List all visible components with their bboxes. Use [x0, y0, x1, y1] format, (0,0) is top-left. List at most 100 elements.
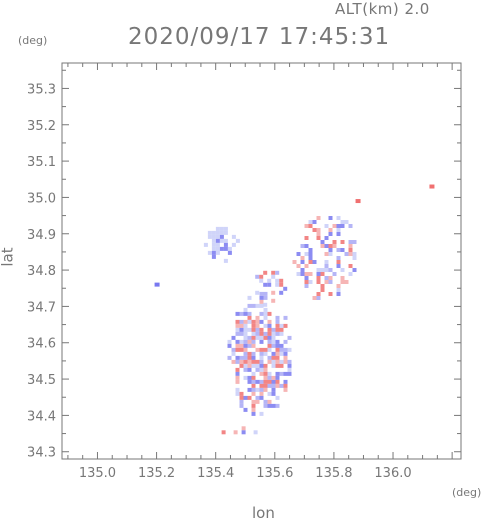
heatmap-cell	[336, 264, 341, 268]
heatmap-cell	[271, 351, 276, 356]
heatmap-cell	[275, 315, 280, 320]
heatmap-cell	[259, 299, 264, 304]
heatmap-cell	[255, 399, 260, 404]
heatmap-cell	[296, 252, 301, 256]
heatmap-cell	[243, 335, 248, 340]
heatmap-cell	[283, 379, 288, 384]
heatmap-cell	[259, 363, 264, 368]
heatmap-cell	[267, 339, 272, 344]
heatmap-cell	[255, 335, 260, 340]
heatmap-cell	[243, 407, 248, 412]
heatmap-cell	[259, 347, 264, 352]
heatmap-cell	[247, 319, 252, 324]
heatmap-cell	[320, 240, 325, 244]
heatmap-cell	[243, 367, 248, 372]
heatmap-cell	[300, 260, 305, 264]
heatmap-cell	[283, 315, 288, 320]
heatmap-cell	[259, 395, 264, 400]
heatmap-cell	[267, 278, 272, 283]
heatmap-cell	[336, 292, 341, 296]
heatmap-cell	[328, 276, 333, 280]
heatmap-cell	[255, 290, 260, 295]
heatmap-cell	[251, 391, 256, 396]
heatmap-cell	[271, 290, 276, 295]
heatmap-cell	[263, 367, 268, 372]
heatmap-cell	[231, 242, 236, 247]
heatmap-cell	[271, 355, 276, 360]
heatmap-cell	[267, 335, 272, 340]
heatmap-cell	[271, 387, 276, 392]
heatmap-cell	[340, 280, 345, 284]
heatmap-cell	[247, 315, 252, 320]
heatmap-cell	[308, 252, 313, 256]
heatmap-cell	[279, 371, 284, 376]
heatmap-cell	[241, 430, 246, 435]
heatmap-cell	[235, 319, 240, 324]
y-tick-label: 34.4	[27, 409, 56, 424]
heatmap-cell	[275, 363, 280, 368]
heatmap-cell	[344, 280, 349, 284]
heatmap-cell	[251, 323, 256, 328]
x-tick-label: 135.2	[138, 466, 175, 481]
heatmap-cell	[251, 383, 256, 388]
heatmap-cell	[235, 327, 240, 332]
heatmap-cell	[287, 363, 292, 368]
heatmap-cell	[255, 319, 260, 324]
heatmap-cell	[219, 234, 224, 239]
heatmap-cell	[235, 323, 240, 328]
heatmap-cell	[251, 355, 256, 360]
heatmap-cell	[231, 347, 236, 352]
heatmap-cell	[267, 383, 272, 388]
heatmap-cell	[312, 260, 317, 264]
heatmap-cell	[263, 335, 268, 340]
heatmap-cell	[275, 403, 280, 408]
heatmap-cell	[243, 351, 248, 356]
heatmap-cell	[259, 379, 264, 384]
heatmap-cell	[243, 339, 248, 344]
heatmap-cell	[263, 403, 268, 408]
heatmap-cell	[259, 274, 264, 279]
chart-title-timestamp: 2020/09/17 17:45:31	[128, 24, 391, 50]
heatmap-cell	[263, 347, 268, 352]
heatmap-cell	[283, 286, 288, 291]
heatmap-cell	[340, 224, 345, 228]
heatmap-cell	[251, 363, 256, 368]
heatmap-cell	[255, 323, 260, 328]
heatmap-cell	[324, 236, 329, 240]
heatmap-cell	[263, 295, 268, 300]
heatmap-cell	[279, 331, 284, 336]
heatmap-cell	[267, 379, 272, 384]
heatmap-cell	[283, 323, 288, 328]
heatmap-cell	[271, 383, 276, 388]
heatmap-cell	[271, 359, 276, 364]
heatmap-cell	[263, 270, 268, 275]
isolated-echo	[355, 199, 361, 204]
heatmap-cell	[211, 234, 216, 239]
heatmap-cell	[263, 387, 268, 392]
heatmap-cell	[231, 351, 236, 356]
heatmap-cell	[247, 367, 252, 372]
heatmap-cell	[275, 331, 280, 336]
heatmap-cell	[203, 242, 208, 247]
heatmap-cell	[227, 250, 232, 255]
heatmap-cell	[243, 307, 248, 312]
isolated-echo	[429, 184, 435, 189]
heatmap-cell	[275, 343, 280, 348]
heatmap-cell	[275, 351, 280, 356]
heatmap-cell	[328, 248, 333, 252]
heatmap-cell	[247, 311, 252, 316]
heatmap-cell	[235, 347, 240, 352]
heatmap-cell	[267, 399, 272, 404]
heatmap-cell	[324, 264, 329, 268]
heatmap-cell	[221, 430, 226, 435]
heatmap-cell	[255, 347, 260, 352]
heatmap-cell	[259, 295, 264, 300]
y-tick-label: 35.0	[27, 191, 56, 206]
heatmap-cell	[223, 246, 228, 251]
heatmap-cell	[243, 347, 248, 352]
heatmap-cell	[312, 220, 317, 224]
x-tick-label: 135.4	[197, 466, 234, 481]
heatmap-cell	[247, 363, 252, 368]
heatmap-cell	[275, 339, 280, 344]
heatmap-cell	[332, 240, 337, 244]
